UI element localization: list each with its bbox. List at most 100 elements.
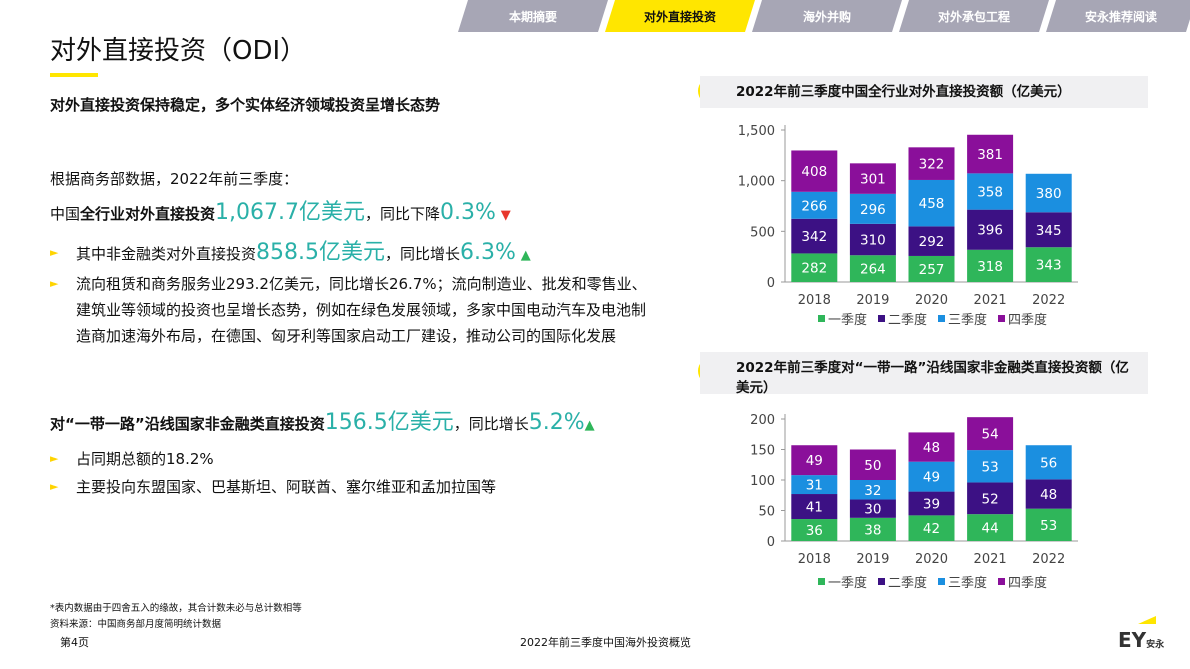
x-tick-label: 2022 bbox=[1032, 293, 1065, 308]
bar-2019-q2 bbox=[849, 223, 896, 256]
bar-2021-q4 bbox=[967, 417, 1014, 451]
legend-label: 三季度 bbox=[948, 575, 987, 591]
tab-4[interactable]: 安永推荐阅读 bbox=[1046, 0, 1190, 32]
bar-2020-q1 bbox=[908, 255, 955, 282]
x-tick-label: 2019 bbox=[856, 293, 889, 308]
bar-2020-q4 bbox=[908, 432, 955, 462]
data-label: 32 bbox=[864, 483, 881, 499]
x-tick-label: 2022 bbox=[1032, 552, 1065, 567]
tab-0[interactable]: 本期摘要 bbox=[458, 0, 608, 32]
legend-swatch bbox=[938, 578, 945, 585]
bar-2019-q4 bbox=[849, 163, 896, 194]
tab-1[interactable]: 对外直接投资 bbox=[605, 0, 755, 32]
y-tick-label: 0 bbox=[767, 276, 775, 291]
chart2-title: 2022年前三季度对“一带一路”沿线国家非金融类直接投资额（亿美元） bbox=[700, 352, 1148, 396]
bar-2018-q4 bbox=[791, 445, 838, 476]
x-tick-label: 2021 bbox=[974, 552, 1007, 567]
bar-2020-q1 bbox=[908, 515, 955, 541]
data-label: 53 bbox=[1040, 518, 1057, 534]
intro-text: 根据商务部数据，2022年前三季度： bbox=[50, 170, 299, 188]
x-tick-label: 2021 bbox=[974, 293, 1007, 308]
bar-2021-q1 bbox=[967, 249, 1014, 282]
bar-2022-q1 bbox=[1025, 508, 1072, 541]
data-label: 342 bbox=[801, 229, 827, 245]
legend-label: 一季度 bbox=[828, 312, 867, 328]
text: ，同比增长 bbox=[453, 415, 529, 433]
data-label: 54 bbox=[982, 427, 999, 443]
bullet-destinations: 主要投向东盟国家、巴基斯坦、阿联酋、塞尔维亚和孟加拉国等 bbox=[50, 474, 660, 500]
data-label: 42 bbox=[923, 521, 940, 537]
bar-2022-q3 bbox=[1025, 173, 1072, 213]
bar-2019-q1 bbox=[849, 517, 896, 541]
data-label: 44 bbox=[982, 521, 999, 537]
nonfin-value: 858.5亿美元 bbox=[256, 240, 385, 265]
bar-2022-q2 bbox=[1025, 212, 1072, 248]
text-bold: 全行业对外直接投资 bbox=[80, 205, 216, 223]
text: 中国 bbox=[50, 205, 81, 223]
arrow-up-icon: ▲ bbox=[584, 418, 595, 433]
bullet-sectors: 流向租赁和商务服务业293.2亿美元，同比增长26.7%；流向制造业、批发和零售… bbox=[50, 271, 660, 349]
data-label: 48 bbox=[1040, 487, 1057, 503]
footer-title: 2022年前三季度中国海外投资概览 bbox=[520, 636, 691, 649]
tab-3[interactable]: 对外承包工程 bbox=[899, 0, 1049, 32]
text: ，同比增长 bbox=[385, 245, 461, 263]
br-value: 156.5亿美元 bbox=[324, 410, 454, 435]
legend-swatch bbox=[878, 578, 885, 585]
bar-2022-q2 bbox=[1025, 479, 1072, 509]
legend-label: 二季度 bbox=[888, 575, 927, 591]
text-bold: 对“一带一路”沿线国家非金融类直接投资 bbox=[50, 415, 325, 433]
source: 资料来源：中国商务部月度简明统计数据 bbox=[50, 619, 222, 630]
x-tick-label: 2019 bbox=[856, 552, 889, 567]
br-pct: 5.2% bbox=[528, 410, 585, 435]
bar-2020-q4 bbox=[908, 147, 955, 180]
text: 其中非金融类对外直接投资 bbox=[76, 245, 257, 263]
nonfin-pct: 6.3% bbox=[460, 240, 516, 265]
bar-2022-q1 bbox=[1025, 247, 1072, 282]
ey-logo: EY安永 bbox=[1118, 628, 1165, 652]
bar-2019-q3 bbox=[849, 480, 896, 500]
bar-2019-q1 bbox=[849, 255, 896, 282]
x-tick-label: 2018 bbox=[798, 293, 831, 308]
headline-odi: 中国全行业对外直接投资1,067.7亿美元，同比下降0.3% ▼ bbox=[50, 200, 511, 229]
x-tick-label: 2020 bbox=[915, 293, 948, 308]
data-label: 38 bbox=[864, 522, 881, 538]
bar-2021-q3 bbox=[967, 450, 1014, 483]
data-label: 56 bbox=[1040, 455, 1057, 471]
data-label: 41 bbox=[806, 500, 823, 516]
data-label: 310 bbox=[860, 233, 886, 249]
legend-swatch bbox=[998, 578, 1005, 585]
bar-2022-q3 bbox=[1025, 445, 1072, 480]
bar-2020-q3 bbox=[908, 461, 955, 492]
y-tick-label: 1,500 bbox=[738, 124, 775, 139]
data-label: 53 bbox=[982, 459, 999, 475]
bar-2018-q1 bbox=[791, 253, 838, 282]
legend-label: 四季度 bbox=[1008, 575, 1047, 591]
y-tick-label: 100 bbox=[750, 474, 775, 489]
data-label: 301 bbox=[860, 172, 886, 188]
page-title: 对外直接投资（ODI） bbox=[50, 36, 307, 66]
bar-2021-q4 bbox=[967, 134, 1014, 174]
bar-2018-q2 bbox=[791, 218, 838, 254]
bar-2018-q1 bbox=[791, 519, 838, 541]
data-label: 50 bbox=[864, 458, 881, 474]
data-label: 345 bbox=[1036, 223, 1062, 239]
bar-2021-q2 bbox=[967, 209, 1014, 250]
data-label: 30 bbox=[864, 502, 881, 518]
data-label: 408 bbox=[801, 164, 827, 180]
bullet-share: 占同期总额的18.2% bbox=[50, 446, 660, 472]
data-label: 380 bbox=[1036, 186, 1062, 202]
chart1-title: 2022年前三季度中国全行业对外直接投资额（亿美元） bbox=[700, 76, 1148, 108]
tab-2[interactable]: 海外并购 bbox=[752, 0, 902, 32]
x-tick-label: 2018 bbox=[798, 552, 831, 567]
bar-2021-q1 bbox=[967, 514, 1014, 541]
data-label: 396 bbox=[977, 223, 1003, 239]
data-label: 257 bbox=[919, 262, 945, 278]
bar-2018-q2 bbox=[791, 494, 838, 520]
text: ，同比下降 bbox=[365, 205, 441, 223]
y-tick-label: 200 bbox=[750, 413, 775, 428]
data-label: 39 bbox=[923, 496, 940, 512]
data-label: 52 bbox=[982, 491, 999, 507]
bar-2018-q4 bbox=[791, 150, 838, 192]
bar-2018-q3 bbox=[791, 191, 838, 219]
data-label: 458 bbox=[919, 196, 945, 212]
